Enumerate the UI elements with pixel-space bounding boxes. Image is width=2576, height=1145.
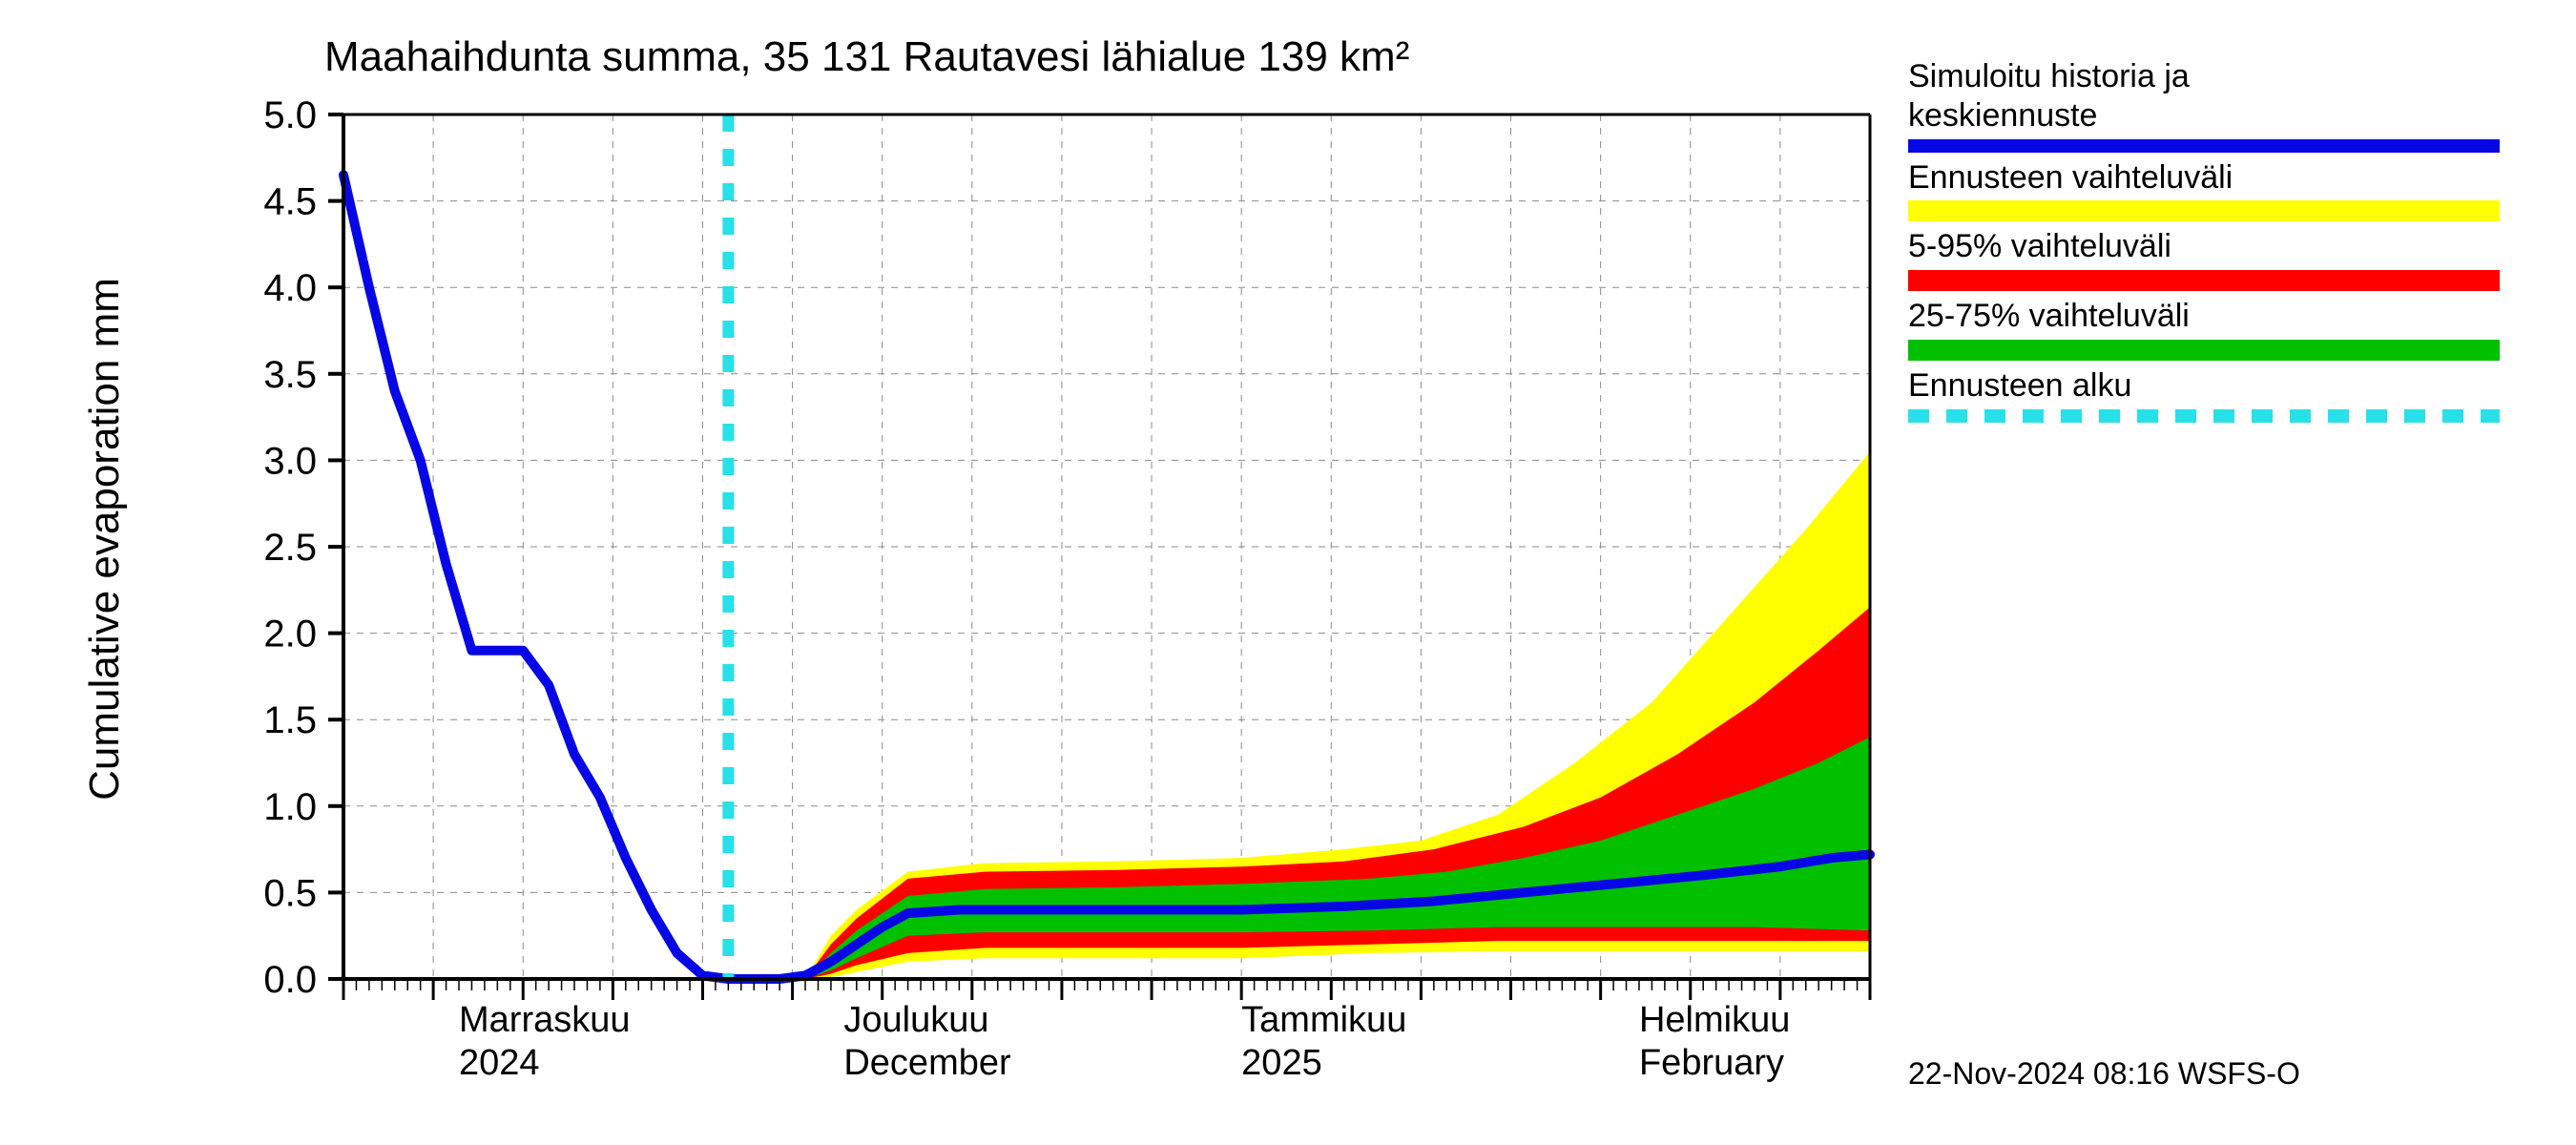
legend-entry: Ennusteen vaihteluväli <box>1908 158 2500 222</box>
svg-text:1.0: 1.0 <box>263 786 317 828</box>
svg-text:Tammikuu: Tammikuu <box>1241 1000 1406 1040</box>
svg-text:2.0: 2.0 <box>263 614 317 656</box>
legend: Simuloitu historia jakeskiennuste Ennuste… <box>1908 57 2500 428</box>
legend-label: 25-75% vaihteluväli <box>1908 297 2500 336</box>
svg-text:2.5: 2.5 <box>263 527 317 569</box>
legend-label: 5-95% vaihteluväli <box>1908 227 2500 266</box>
legend-swatch <box>1908 409 2500 423</box>
legend-entry: Simuloitu historia jakeskiennuste <box>1908 57 2500 153</box>
legend-swatch <box>1908 139 2500 153</box>
legend-swatch <box>1908 200 2500 221</box>
legend-entry: 25-75% vaihteluväli <box>1908 297 2500 361</box>
svg-text:Marraskuu: Marraskuu <box>459 1000 631 1040</box>
svg-text:4.5: 4.5 <box>263 181 317 223</box>
svg-text:1.5: 1.5 <box>263 699 317 741</box>
legend-entry: Ennusteen alku <box>1908 366 2500 423</box>
svg-text:December: December <box>843 1043 1011 1083</box>
svg-text:2024: 2024 <box>459 1043 540 1083</box>
svg-text:0.0: 0.0 <box>263 959 317 1001</box>
svg-text:2025: 2025 <box>1241 1043 1322 1083</box>
legend-label: Ennusteen vaihteluväli <box>1908 158 2500 198</box>
legend-swatch <box>1908 340 2500 361</box>
svg-text:22-Nov-2024 08:16 WSFS-O: 22-Nov-2024 08:16 WSFS-O <box>1908 1056 2300 1091</box>
svg-text:4.0: 4.0 <box>263 267 317 309</box>
legend-swatch <box>1908 270 2500 291</box>
svg-text:February: February <box>1639 1043 1784 1083</box>
legend-entry: 5-95% vaihteluväli <box>1908 227 2500 291</box>
svg-text:0.5: 0.5 <box>263 872 317 914</box>
svg-text:3.5: 3.5 <box>263 354 317 396</box>
svg-text:Helmikuu: Helmikuu <box>1639 1000 1790 1040</box>
legend-label: Ennusteen alku <box>1908 366 2500 406</box>
svg-text:3.0: 3.0 <box>263 440 317 482</box>
legend-label: Simuloitu historia jakeskiennuste <box>1908 57 2500 135</box>
svg-text:5.0: 5.0 <box>263 94 317 136</box>
svg-text:Joulukuu: Joulukuu <box>843 1000 988 1040</box>
